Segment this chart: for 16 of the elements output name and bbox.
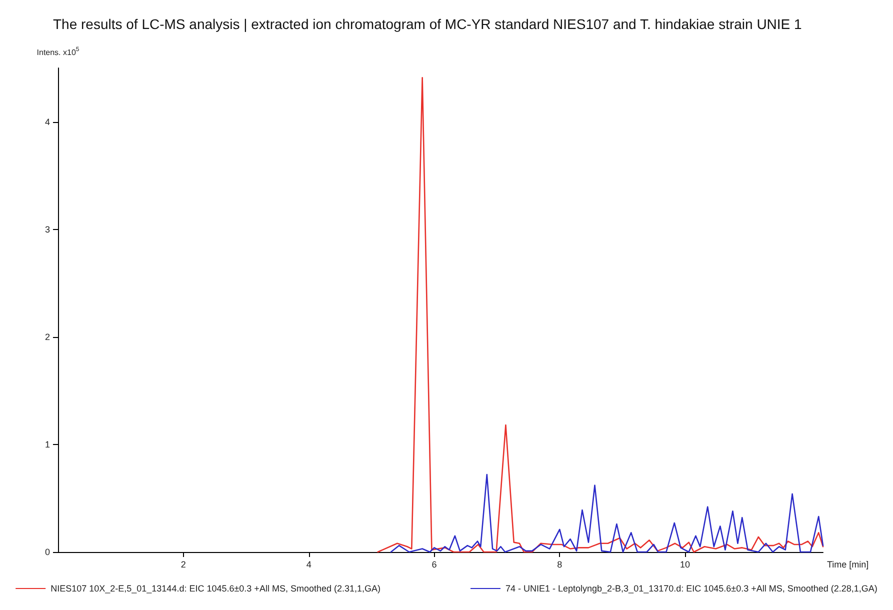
- line-series: [377, 77, 824, 553]
- y-tick-label: 2: [44, 332, 50, 342]
- x-tick-label: 2: [180, 560, 186, 570]
- y-tick-label: 4: [44, 116, 50, 127]
- y-tick-label: 0: [44, 547, 50, 557]
- legend-label: 74 - UNIE1 - Leptolyngb_2-B,3_01_13170.d: EIC 1045.6±0.3 +All MS, Smoothed (2.28,1,GA): [505, 584, 878, 594]
- line-series: [390, 474, 824, 553]
- legend-label: NIES107 10X_2-E,5_01_13144.d: EIC 1045.6±0.3 +All MS, Smoothed (2.31,1,GA): [50, 584, 380, 594]
- x-tick-label: 8: [557, 560, 562, 570]
- x-axis-title: Time [min]: [827, 560, 869, 570]
- chart-title: The results of LC-MS analysis | extracted ion chromatogram of MC-YR standard NIES107 and T. hindakiae strain UNIE 1: [53, 16, 802, 32]
- y-tick-label: 3: [44, 224, 50, 234]
- x-tick-label: 10: [680, 560, 690, 570]
- x-tick-label: 4: [306, 560, 312, 570]
- x-tick-label: 6: [432, 560, 437, 570]
- y-tick-label: 1: [44, 439, 50, 450]
